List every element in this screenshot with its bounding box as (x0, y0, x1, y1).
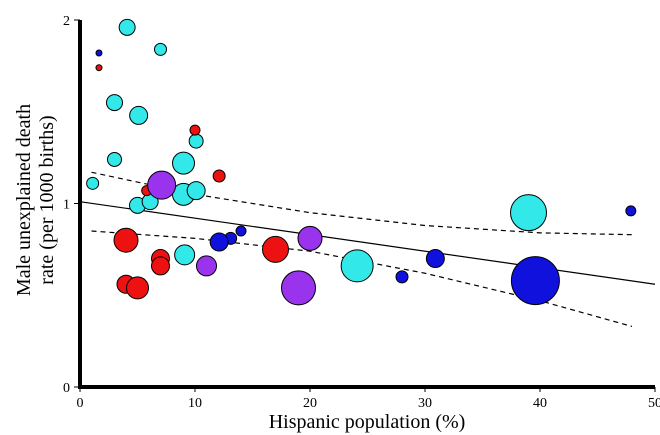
y-tick-label: 2 (63, 14, 70, 29)
regression-line (79, 201, 656, 285)
x-tick-label: 10 (188, 396, 202, 411)
bubble (154, 42, 167, 56)
x-axis-label: Hispanic population (%) (269, 411, 466, 433)
bubble (151, 256, 170, 276)
bubble (281, 270, 316, 306)
bubble (189, 124, 201, 136)
confidence-band (91, 171, 633, 236)
bubble (95, 49, 103, 57)
x-tick-label: 40 (533, 396, 547, 411)
bubble (129, 105, 149, 125)
x-tick-label: 0 (77, 396, 84, 411)
bubble (126, 276, 149, 300)
bubble (196, 255, 217, 277)
bubble (209, 232, 229, 252)
bubble (212, 169, 226, 183)
x-tick-label: 50 (648, 396, 660, 411)
bubble (174, 244, 196, 266)
y-tick-label: 1 (63, 198, 70, 213)
x-tick-label: 20 (303, 396, 317, 411)
bubble (95, 64, 103, 72)
bubble (510, 256, 560, 306)
bubble (172, 151, 195, 175)
bubble (262, 235, 289, 263)
bubble (106, 94, 123, 112)
bubble (186, 181, 206, 201)
y-tick-label: 0 (63, 381, 70, 396)
bubble (107, 151, 122, 167)
y-axis-label: Male unexplained death (13, 104, 35, 296)
bubble (86, 176, 100, 190)
bubble (113, 227, 139, 253)
bubble (118, 18, 136, 36)
bubble (297, 225, 323, 251)
bubble (625, 205, 637, 217)
bubble (510, 194, 547, 232)
bubble (147, 170, 177, 200)
bubble (425, 249, 445, 269)
bubble (235, 225, 247, 237)
y-axis-label: rate (per 1000 births) (36, 115, 58, 284)
x-tick-label: 30 (418, 396, 432, 411)
bubble (188, 133, 204, 149)
bubble (340, 249, 374, 283)
bubble (395, 270, 409, 284)
confidence-band (91, 230, 633, 328)
